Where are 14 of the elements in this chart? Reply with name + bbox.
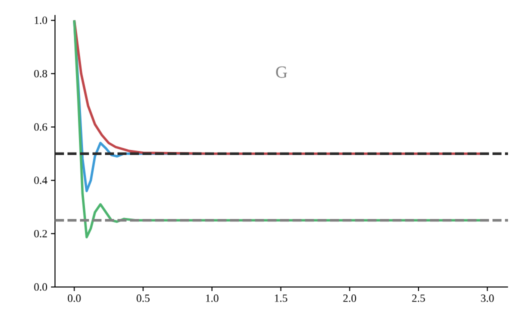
x-tick-label: 3.0 [481,294,494,302]
annotation: G [276,66,288,78]
y-tick-label: 0.2 [34,230,47,238]
y-tick-label: 1.0 [34,16,48,24]
x-tick-label: 2.0 [343,294,356,302]
y-tick-label: 0.6 [34,123,48,131]
x-tick-label: 1.5 [274,294,288,302]
y-tick-label: 0.0 [34,283,48,291]
x-tick-label: 0.0 [68,294,81,302]
y-tick-label: 0.8 [34,70,48,78]
x-tick-label: 0.5 [136,294,150,302]
x-tick-label: 1.0 [206,294,218,302]
x-tick-label: 2.5 [412,294,425,302]
y-tick-label: 0.4 [34,176,48,184]
